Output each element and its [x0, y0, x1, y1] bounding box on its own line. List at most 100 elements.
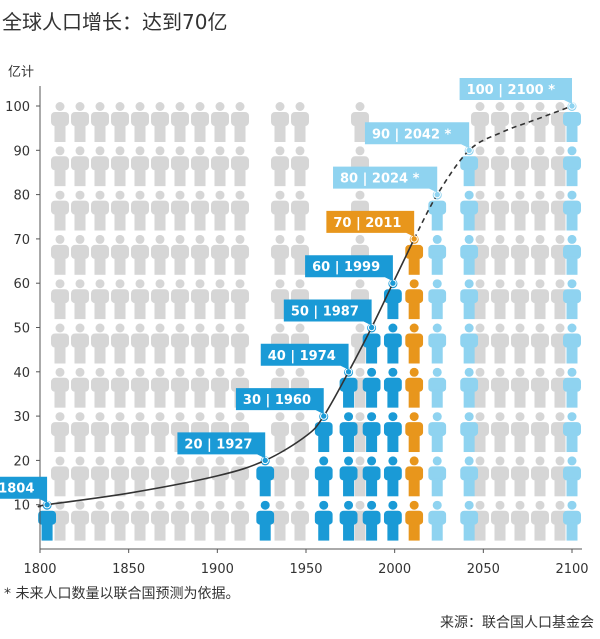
background-figure	[171, 102, 189, 142]
background-figure	[91, 412, 109, 453]
background-figure	[211, 234, 229, 275]
background-figure	[91, 456, 109, 497]
milestone-figure-6	[383, 456, 402, 497]
background-figure	[191, 234, 209, 275]
milestone-label-7: 70 | 2011	[333, 216, 401, 231]
background-figure	[151, 367, 169, 408]
background-figure	[531, 279, 549, 320]
background-figure	[91, 234, 109, 275]
background-figure	[131, 367, 149, 408]
background-figure	[211, 323, 229, 364]
y-tick-label: 80	[13, 189, 30, 204]
milestone-figure-8	[428, 367, 447, 408]
background-figure	[91, 146, 109, 187]
background-figure	[191, 456, 209, 497]
background-figure	[131, 279, 149, 320]
milestone-figure-3	[314, 500, 333, 541]
y-tick-label: 30	[13, 410, 30, 425]
y-axis-label: 亿计	[8, 65, 34, 80]
background-figure	[111, 102, 129, 142]
background-figure	[51, 279, 69, 320]
background-figure	[151, 323, 169, 364]
background-figure	[191, 102, 209, 142]
milestone-label-box-8	[333, 166, 438, 193]
milestone-figure-10	[563, 456, 581, 497]
milestone-label-8: 80 | 2024 *	[340, 172, 420, 187]
milestone-figure-10	[563, 367, 581, 408]
milestone-label-box-10	[459, 78, 572, 104]
background-figure	[111, 367, 129, 408]
milestone-label-box-6	[305, 255, 393, 282]
background-figure	[171, 234, 189, 275]
background-figure	[91, 279, 109, 320]
background-figure	[91, 500, 109, 541]
background-figure	[171, 367, 189, 408]
background-figure	[111, 190, 129, 231]
background-figure	[151, 456, 169, 497]
background-figure	[231, 102, 249, 142]
background-figure	[231, 146, 249, 187]
background-figure	[491, 102, 509, 142]
background-figure	[151, 279, 169, 320]
background-figure	[271, 190, 289, 231]
milestone-label-3: 30 | 1960	[243, 393, 311, 408]
background-figure	[131, 146, 149, 187]
background-figure	[531, 323, 549, 364]
background-figure	[511, 367, 529, 408]
milestone-label-4: 40 | 1974	[268, 349, 336, 364]
background-figure	[171, 323, 189, 364]
milestone-label-box-1	[0, 476, 48, 503]
background-figure	[71, 367, 89, 408]
background-figure	[531, 412, 549, 453]
background-figure	[531, 500, 549, 541]
background-figure	[491, 412, 509, 453]
background-figure	[151, 412, 169, 453]
background-figure	[171, 146, 189, 187]
milestone-figure-8	[428, 456, 447, 497]
background-figure	[71, 323, 89, 364]
background-figure	[511, 412, 529, 453]
background-figure	[511, 102, 529, 142]
background-figure	[91, 190, 109, 231]
background-figure	[151, 146, 169, 187]
background-figure	[271, 102, 289, 142]
population-curve-projection	[413, 105, 573, 240]
milestone-figure-8	[428, 500, 447, 541]
background-figure	[151, 102, 169, 142]
milestone-figure-10	[563, 500, 581, 541]
background-figure	[91, 367, 109, 408]
background-figure	[271, 412, 289, 453]
background-figure	[231, 279, 249, 320]
milestone-figure-10	[563, 323, 581, 364]
x-tick-label: 1950	[289, 562, 322, 577]
milestone-labels: 10 | 1804 20 | 1927 30 | 1960 40 | 1974 50 |…	[0, 78, 576, 509]
y-tick-label: 40	[13, 366, 30, 381]
background-figure	[71, 234, 89, 275]
chart-title: 全球人口增长：达到70亿	[2, 10, 228, 34]
background-figure	[531, 456, 549, 497]
background-figure	[171, 456, 189, 497]
background-figure	[191, 323, 209, 364]
background-figure	[491, 323, 509, 364]
milestone-label-9: 90 | 2042 *	[372, 127, 452, 142]
milestone-figure-2	[256, 500, 275, 541]
milestone-figure-8	[428, 412, 447, 453]
x-tick-label: 2100	[555, 562, 588, 577]
background-figure	[231, 234, 249, 275]
background-figure	[491, 279, 509, 320]
background-figure	[491, 234, 509, 275]
milestone-figure-7	[405, 412, 424, 453]
milestone-label-2: 20 | 1927	[184, 437, 252, 452]
background-figure	[291, 412, 309, 453]
milestone-figure-6	[383, 412, 402, 453]
background-figure	[51, 412, 69, 453]
population-curve	[37, 105, 573, 508]
background-figure	[171, 279, 189, 320]
background-figure	[191, 279, 209, 320]
background-figure	[51, 146, 69, 187]
milestone-label-5: 50 | 1987	[291, 305, 359, 320]
background-figure	[91, 102, 109, 142]
background-figure	[151, 500, 169, 541]
background-figure	[511, 279, 529, 320]
background-figure	[491, 146, 509, 187]
